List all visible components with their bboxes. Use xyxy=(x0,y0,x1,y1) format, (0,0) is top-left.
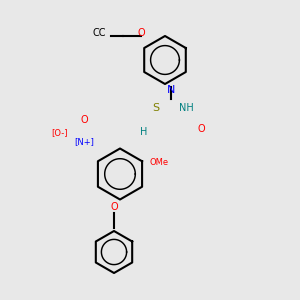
Text: O: O xyxy=(110,202,118,212)
Text: CC: CC xyxy=(92,28,106,38)
Text: H: H xyxy=(140,127,148,137)
Text: O: O xyxy=(197,124,205,134)
Text: [N+]: [N+] xyxy=(74,137,94,146)
Text: NH: NH xyxy=(178,103,194,113)
Text: OMe: OMe xyxy=(149,158,169,167)
Text: N: N xyxy=(167,85,175,95)
Text: O: O xyxy=(137,28,145,38)
Text: S: S xyxy=(152,103,160,113)
Text: [O-]: [O-] xyxy=(52,128,68,137)
Text: O: O xyxy=(80,115,88,125)
